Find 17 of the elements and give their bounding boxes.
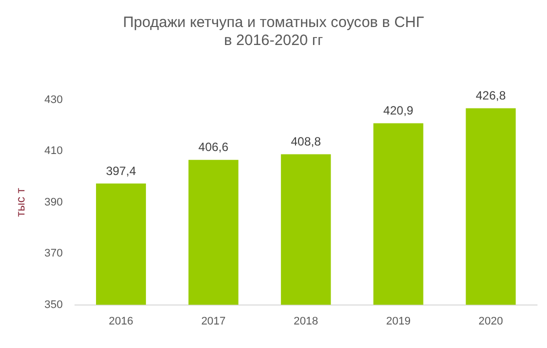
- y-tick-label: 350: [44, 298, 63, 311]
- y-tick-label: 390: [44, 196, 63, 208]
- data-label: 420,9: [383, 104, 414, 118]
- data-label: 426,8: [476, 88, 506, 103]
- data-label: 397,4: [106, 164, 136, 178]
- x-tick-label: 2018: [294, 315, 318, 328]
- y-tick-label: 430: [44, 94, 63, 106]
- data-label: 408,8: [290, 134, 322, 149]
- y-axis-title: тыс т: [14, 187, 28, 217]
- chart-title: Продажи кетчупа и томатных соусов в СНГ в 2016-2020 гг: [123, 14, 424, 50]
- y-tick-label: 370: [44, 248, 63, 260]
- x-tick-label: 2017: [201, 315, 226, 328]
- x-tick-label: 2019: [386, 315, 411, 328]
- x-tick-label: 2016: [108, 315, 134, 328]
- y-tick-label: 410: [44, 145, 63, 158]
- data-label: 406,6: [198, 140, 229, 154]
- x-tick-label: 2020: [478, 315, 504, 328]
